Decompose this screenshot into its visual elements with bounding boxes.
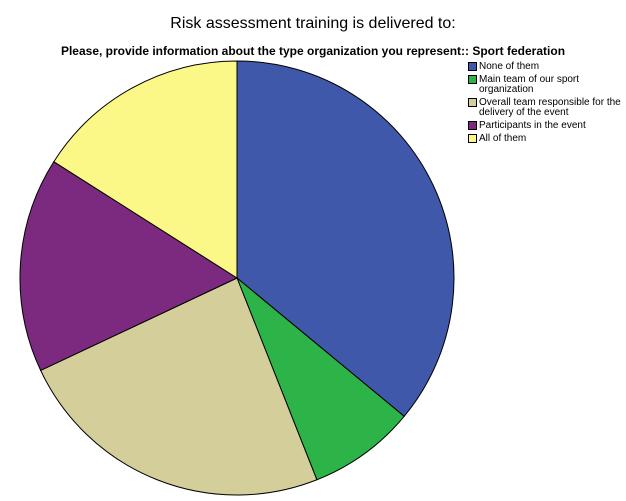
legend-swatch [468, 98, 477, 107]
legend-swatch [468, 121, 477, 130]
legend-item: All of them [468, 134, 624, 144]
legend-item: Overall team responsible for the deliver… [468, 98, 624, 118]
legend-label: All of them [479, 133, 527, 144]
pie-slice [39, 277, 318, 496]
legend-item: Main team of our sport organization [468, 75, 624, 95]
legend-label: Main team of our sport organization [479, 74, 580, 95]
legend-swatch [468, 75, 477, 84]
pie [19, 60, 455, 496]
legend-swatch [468, 134, 477, 143]
chart-title: Risk assessment training is delivered to… [170, 15, 455, 32]
legend-label: Overall team responsible for the deliver… [479, 97, 621, 118]
legend-label: Participants in the event [479, 120, 586, 131]
legend-swatch [468, 62, 477, 71]
pie-slice [236, 60, 455, 418]
legend-item: None of them [468, 62, 624, 72]
chart-subtitle: Please, provide information about the ty… [61, 44, 565, 58]
legend: None of them Main team of our sport organ… [468, 62, 624, 147]
pie-slice [236, 277, 405, 481]
legend-label: None of them [479, 61, 540, 72]
legend-item: Participants in the event [468, 121, 624, 131]
pie-slice [19, 161, 239, 372]
pie-slice [53, 60, 238, 279]
